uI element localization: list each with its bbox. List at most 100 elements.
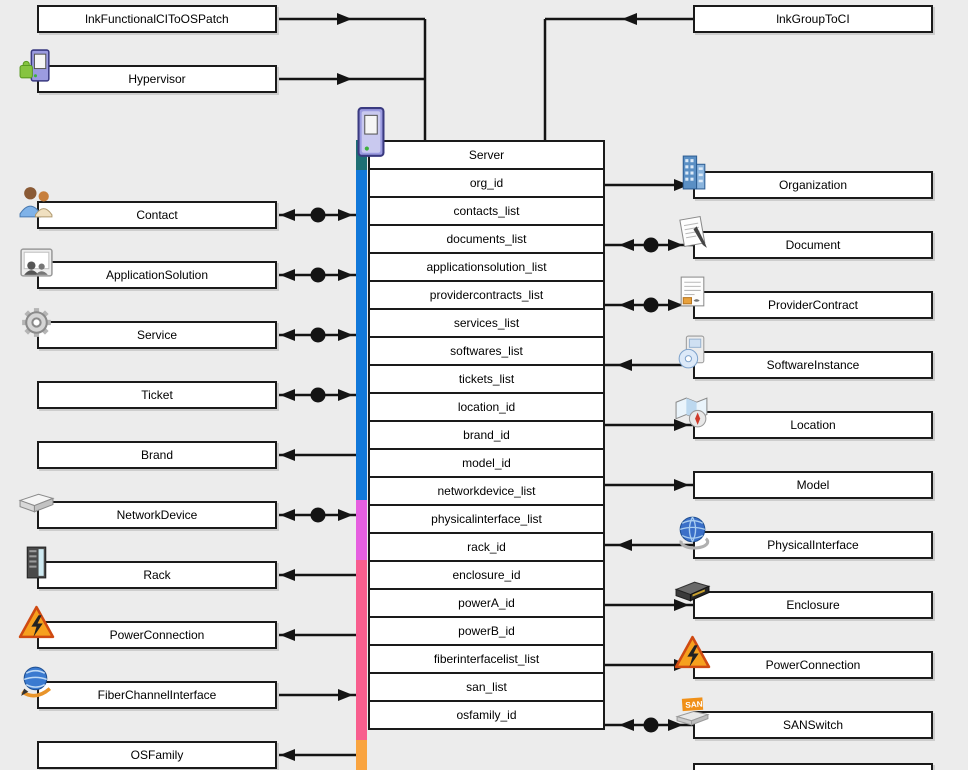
- connector-entity-lnkgrouptoci: [543, 13, 693, 141]
- entity-label: SoftwareInstance: [766, 358, 860, 372]
- attr-row-softwares_list: softwares_list: [368, 336, 605, 366]
- attr-row-brand_id: brand_id: [368, 420, 605, 450]
- connector-rack_id: [277, 569, 356, 581]
- category-bar-blue: [356, 170, 367, 500]
- entity-powerconnection[interactable]: PowerConnection: [37, 621, 277, 649]
- entity-location[interactable]: Location: [693, 411, 933, 439]
- attr-row-model_id: model_id: [368, 448, 605, 478]
- category-bar-orange: [356, 740, 367, 770]
- attr-row-powerB_id: powerB_id: [368, 616, 605, 646]
- entity-label: Ticket: [141, 388, 173, 402]
- entity-label: Model: [796, 478, 830, 492]
- entity-applicationsolution[interactable]: ApplicationSolution: [37, 261, 277, 289]
- entity-organization[interactable]: Organization: [693, 171, 933, 199]
- server-attribute-rows: org_id contacts_list documents_list applica…: [368, 168, 605, 730]
- connector-contacts_list: [277, 207, 356, 223]
- connector-services_list: [277, 327, 356, 343]
- entity-label: Brand: [140, 448, 174, 462]
- connector-org_id: [605, 179, 693, 191]
- attr-row-contacts_list: contacts_list: [368, 196, 605, 226]
- entity-label: SANSwitch: [782, 718, 844, 732]
- connector-model_id: [605, 479, 693, 491]
- entity-label: ProviderContract: [767, 298, 859, 312]
- entity-label: Location: [790, 418, 836, 432]
- entity-label: PhysicalInterface: [767, 538, 859, 552]
- entity-partial[interactable]: [693, 763, 933, 770]
- connector-networkdevice_list: [277, 507, 356, 523]
- entity-label: Organization: [778, 178, 848, 192]
- entity-label: lnkFunctionalCIToOSPatch: [85, 12, 229, 26]
- attr-row-services_list: services_list: [368, 308, 605, 338]
- attr-row-org_id: org_id: [368, 168, 605, 198]
- entity-service[interactable]: Service: [37, 321, 277, 349]
- entity-label: lnkGroupToCI: [776, 12, 850, 26]
- connector-physicalinterface_list: [605, 539, 693, 551]
- entity-label: Enclosure: [786, 598, 840, 612]
- entity-powerconnection[interactable]: PowerConnection: [693, 651, 933, 679]
- attr-row-tickets_list: tickets_list: [368, 364, 605, 394]
- attr-row-san_list: san_list: [368, 672, 605, 702]
- server-entity-table: Server org_id contacts_list documents_list…: [368, 140, 605, 730]
- entity-fiberchannelinterface[interactable]: FiberChannelInterface: [37, 681, 277, 709]
- entity-label: ApplicationSolution: [105, 268, 209, 282]
- connector-tickets_list: [277, 387, 356, 403]
- entity-label: FiberChannelInterface: [97, 688, 217, 702]
- connector-powerA_id: [277, 629, 356, 641]
- entity-model[interactable]: Model: [693, 471, 933, 499]
- entity-brand[interactable]: Brand: [37, 441, 277, 469]
- connector-san_list: [605, 717, 693, 733]
- entity-label: Rack: [143, 568, 171, 582]
- category-bar-magenta: [356, 500, 367, 560]
- category-bar-header: [356, 140, 367, 170]
- entity-lnkgrouptoci[interactable]: lnkGroupToCI: [693, 5, 933, 33]
- attr-row-applicationsolution_list: applicationsolution_list: [368, 252, 605, 282]
- connector-enclosure_id: [605, 599, 693, 611]
- entity-label: NetworkDevice: [116, 508, 198, 522]
- category-bar-pink: [356, 560, 367, 740]
- connector-applicationsolution_list: [277, 267, 356, 283]
- connector-documents_list: [605, 237, 693, 253]
- entity-networkdevice[interactable]: NetworkDevice: [37, 501, 277, 529]
- attr-row-documents_list: documents_list: [368, 224, 605, 254]
- entity-hypervisor[interactable]: Hypervisor: [37, 65, 277, 93]
- entity-providercontract[interactable]: ProviderContract: [693, 291, 933, 319]
- entity-label: Hypervisor: [128, 72, 186, 86]
- entity-ticket[interactable]: Ticket: [37, 381, 277, 409]
- entity-softwareinstance[interactable]: SoftwareInstance: [693, 351, 933, 379]
- connector-powerB_id: [605, 659, 693, 671]
- entity-contact[interactable]: Contact: [37, 201, 277, 229]
- attr-row-fiberinterfacelist_list: fiberinterfacelist_list: [368, 644, 605, 674]
- entity-rack[interactable]: Rack: [37, 561, 277, 589]
- entity-physicalinterface[interactable]: PhysicalInterface: [693, 531, 933, 559]
- connector-brand_id: [277, 449, 356, 461]
- connector-location_id: [605, 419, 693, 431]
- connector-entity-hypervisor: [277, 73, 425, 85]
- entity-sanswitch[interactable]: SANSwitch: [693, 711, 933, 739]
- entity-lnkfunctionalcitoospatch[interactable]: lnkFunctionalCIToOSPatch: [37, 5, 277, 33]
- entity-label: PowerConnection: [109, 628, 205, 642]
- entity-enclosure[interactable]: Enclosure: [693, 591, 933, 619]
- entity-document[interactable]: Document: [693, 231, 933, 259]
- entity-label: OSFamily: [130, 748, 184, 762]
- attr-row-enclosure_id: enclosure_id: [368, 560, 605, 590]
- connector-entity-lnkfunctionalcitoospatch: [277, 13, 425, 25]
- attr-row-powerA_id: powerA_id: [368, 588, 605, 618]
- attr-row-rack_id: rack_id: [368, 532, 605, 562]
- entity-label: PowerConnection: [765, 658, 861, 672]
- attr-row-providercontracts_list: providercontracts_list: [368, 280, 605, 310]
- attr-row-networkdevice_list: networkdevice_list: [368, 476, 605, 506]
- entity-label: Document: [785, 238, 841, 252]
- connector-osfamily_id: [277, 749, 356, 761]
- attr-row-osfamily_id: osfamily_id: [368, 700, 605, 730]
- entity-osfamily[interactable]: OSFamily: [37, 741, 277, 769]
- entity-label: Contact: [136, 208, 178, 222]
- attr-row-physicalinterface_list: physicalinterface_list: [368, 504, 605, 534]
- server-entity-header[interactable]: Server: [368, 140, 605, 170]
- connector-fiberinterfacelist_list: [277, 689, 356, 701]
- entity-label: Service: [136, 328, 177, 342]
- connector-providercontracts_list: [605, 297, 693, 313]
- attr-row-location_id: location_id: [368, 392, 605, 422]
- connector-softwares_list: [605, 359, 693, 371]
